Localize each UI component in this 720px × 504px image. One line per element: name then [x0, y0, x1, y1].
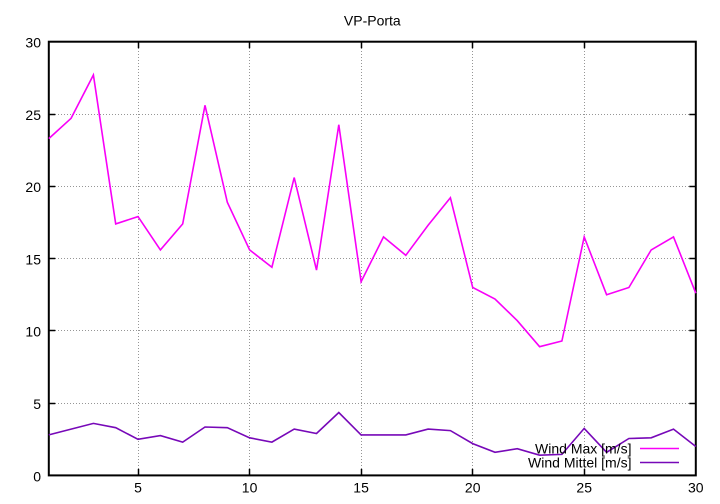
svg-text:30: 30 — [688, 479, 704, 495]
svg-text:20: 20 — [465, 479, 481, 495]
svg-text:VP-Porta: VP-Porta — [344, 13, 401, 29]
svg-text:Wind Max [m/s]: Wind Max [m/s] — [535, 440, 631, 456]
svg-text:25: 25 — [576, 479, 592, 495]
svg-text:5: 5 — [33, 396, 41, 412]
svg-text:5: 5 — [134, 479, 142, 495]
svg-text:30: 30 — [25, 35, 41, 51]
svg-text:15: 15 — [353, 479, 369, 495]
svg-text:0: 0 — [33, 468, 41, 484]
svg-text:20: 20 — [25, 179, 41, 195]
svg-text:10: 10 — [242, 479, 258, 495]
svg-text:Wind Mittel [m/s]: Wind Mittel [m/s] — [528, 454, 631, 470]
svg-text:25: 25 — [25, 107, 41, 123]
svg-text:15: 15 — [25, 251, 41, 267]
svg-text:10: 10 — [25, 324, 41, 340]
